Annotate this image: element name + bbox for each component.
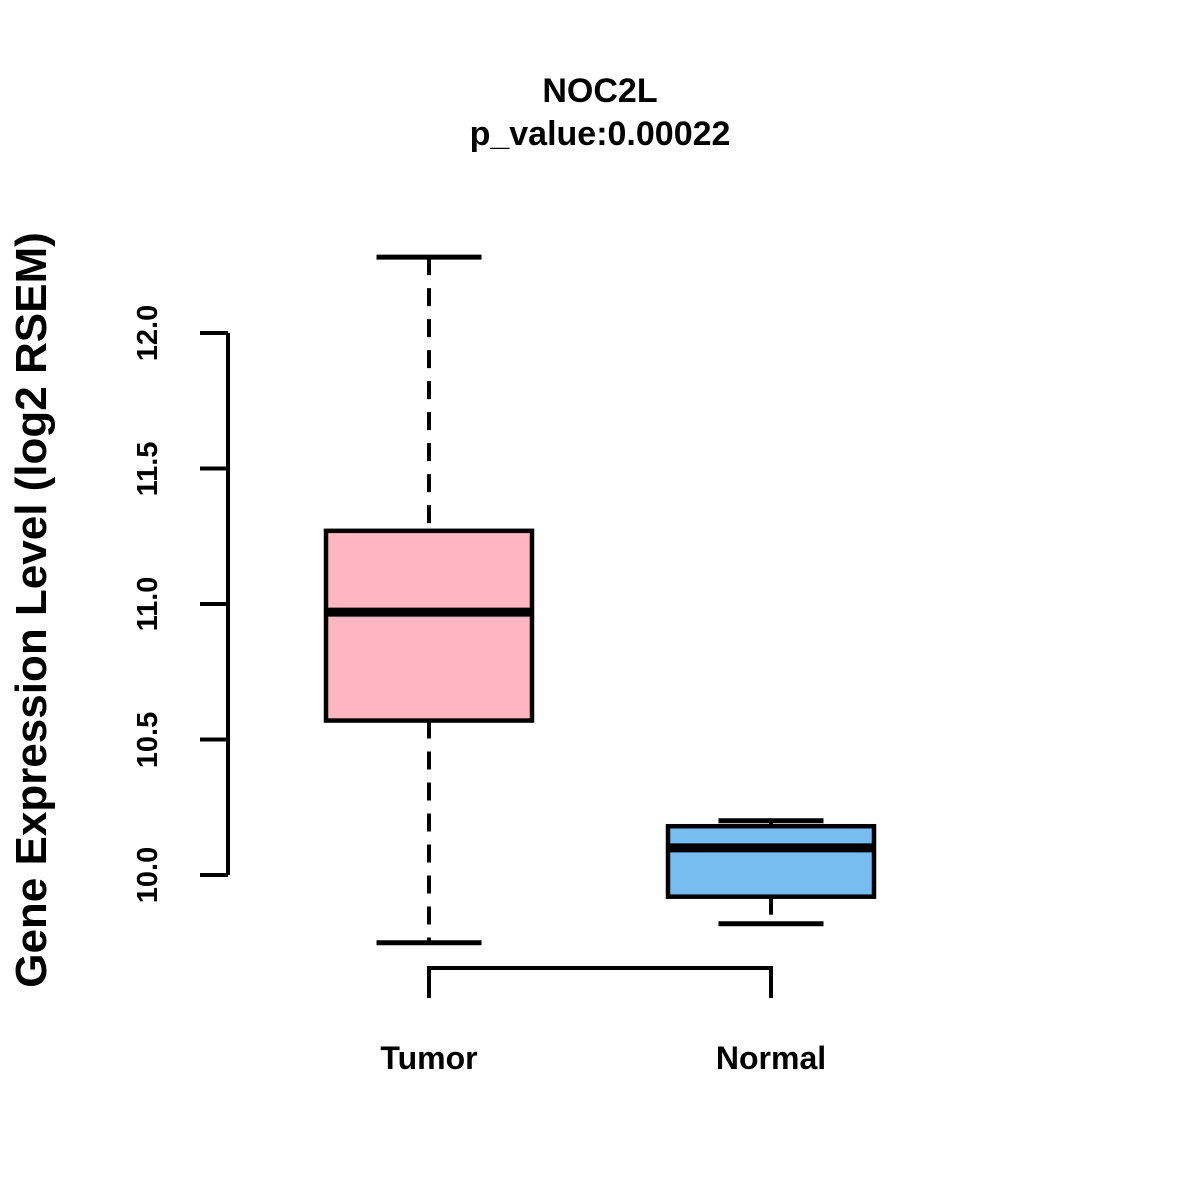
y-tick-label-10.5: 10.5 <box>132 711 164 768</box>
iqr-box-normal <box>665 823 877 899</box>
x-category-label-normal: Normal <box>715 1040 827 1076</box>
y-axis-label: Gene Expression Level (log2 RSEM) <box>7 232 56 988</box>
chart-subtitle-pvalue: p_value:0.00022 <box>469 115 731 153</box>
y-tick-label-12.0: 12.0 <box>132 304 164 362</box>
x-category-label-tumor: Tumor <box>380 1040 478 1076</box>
y-tick-label-11.0: 11.0 <box>132 576 164 632</box>
iqr-box-tumor <box>323 528 535 723</box>
x-axis-bracket <box>427 966 773 998</box>
y-tick-label-11.5: 11.5 <box>132 441 164 496</box>
chart-title: NOC2L <box>542 72 658 110</box>
chart-title-block: NOC2L p_value:0.00022 <box>0 70 1200 156</box>
y-tick-label-10.0: 10.0 <box>132 846 164 904</box>
